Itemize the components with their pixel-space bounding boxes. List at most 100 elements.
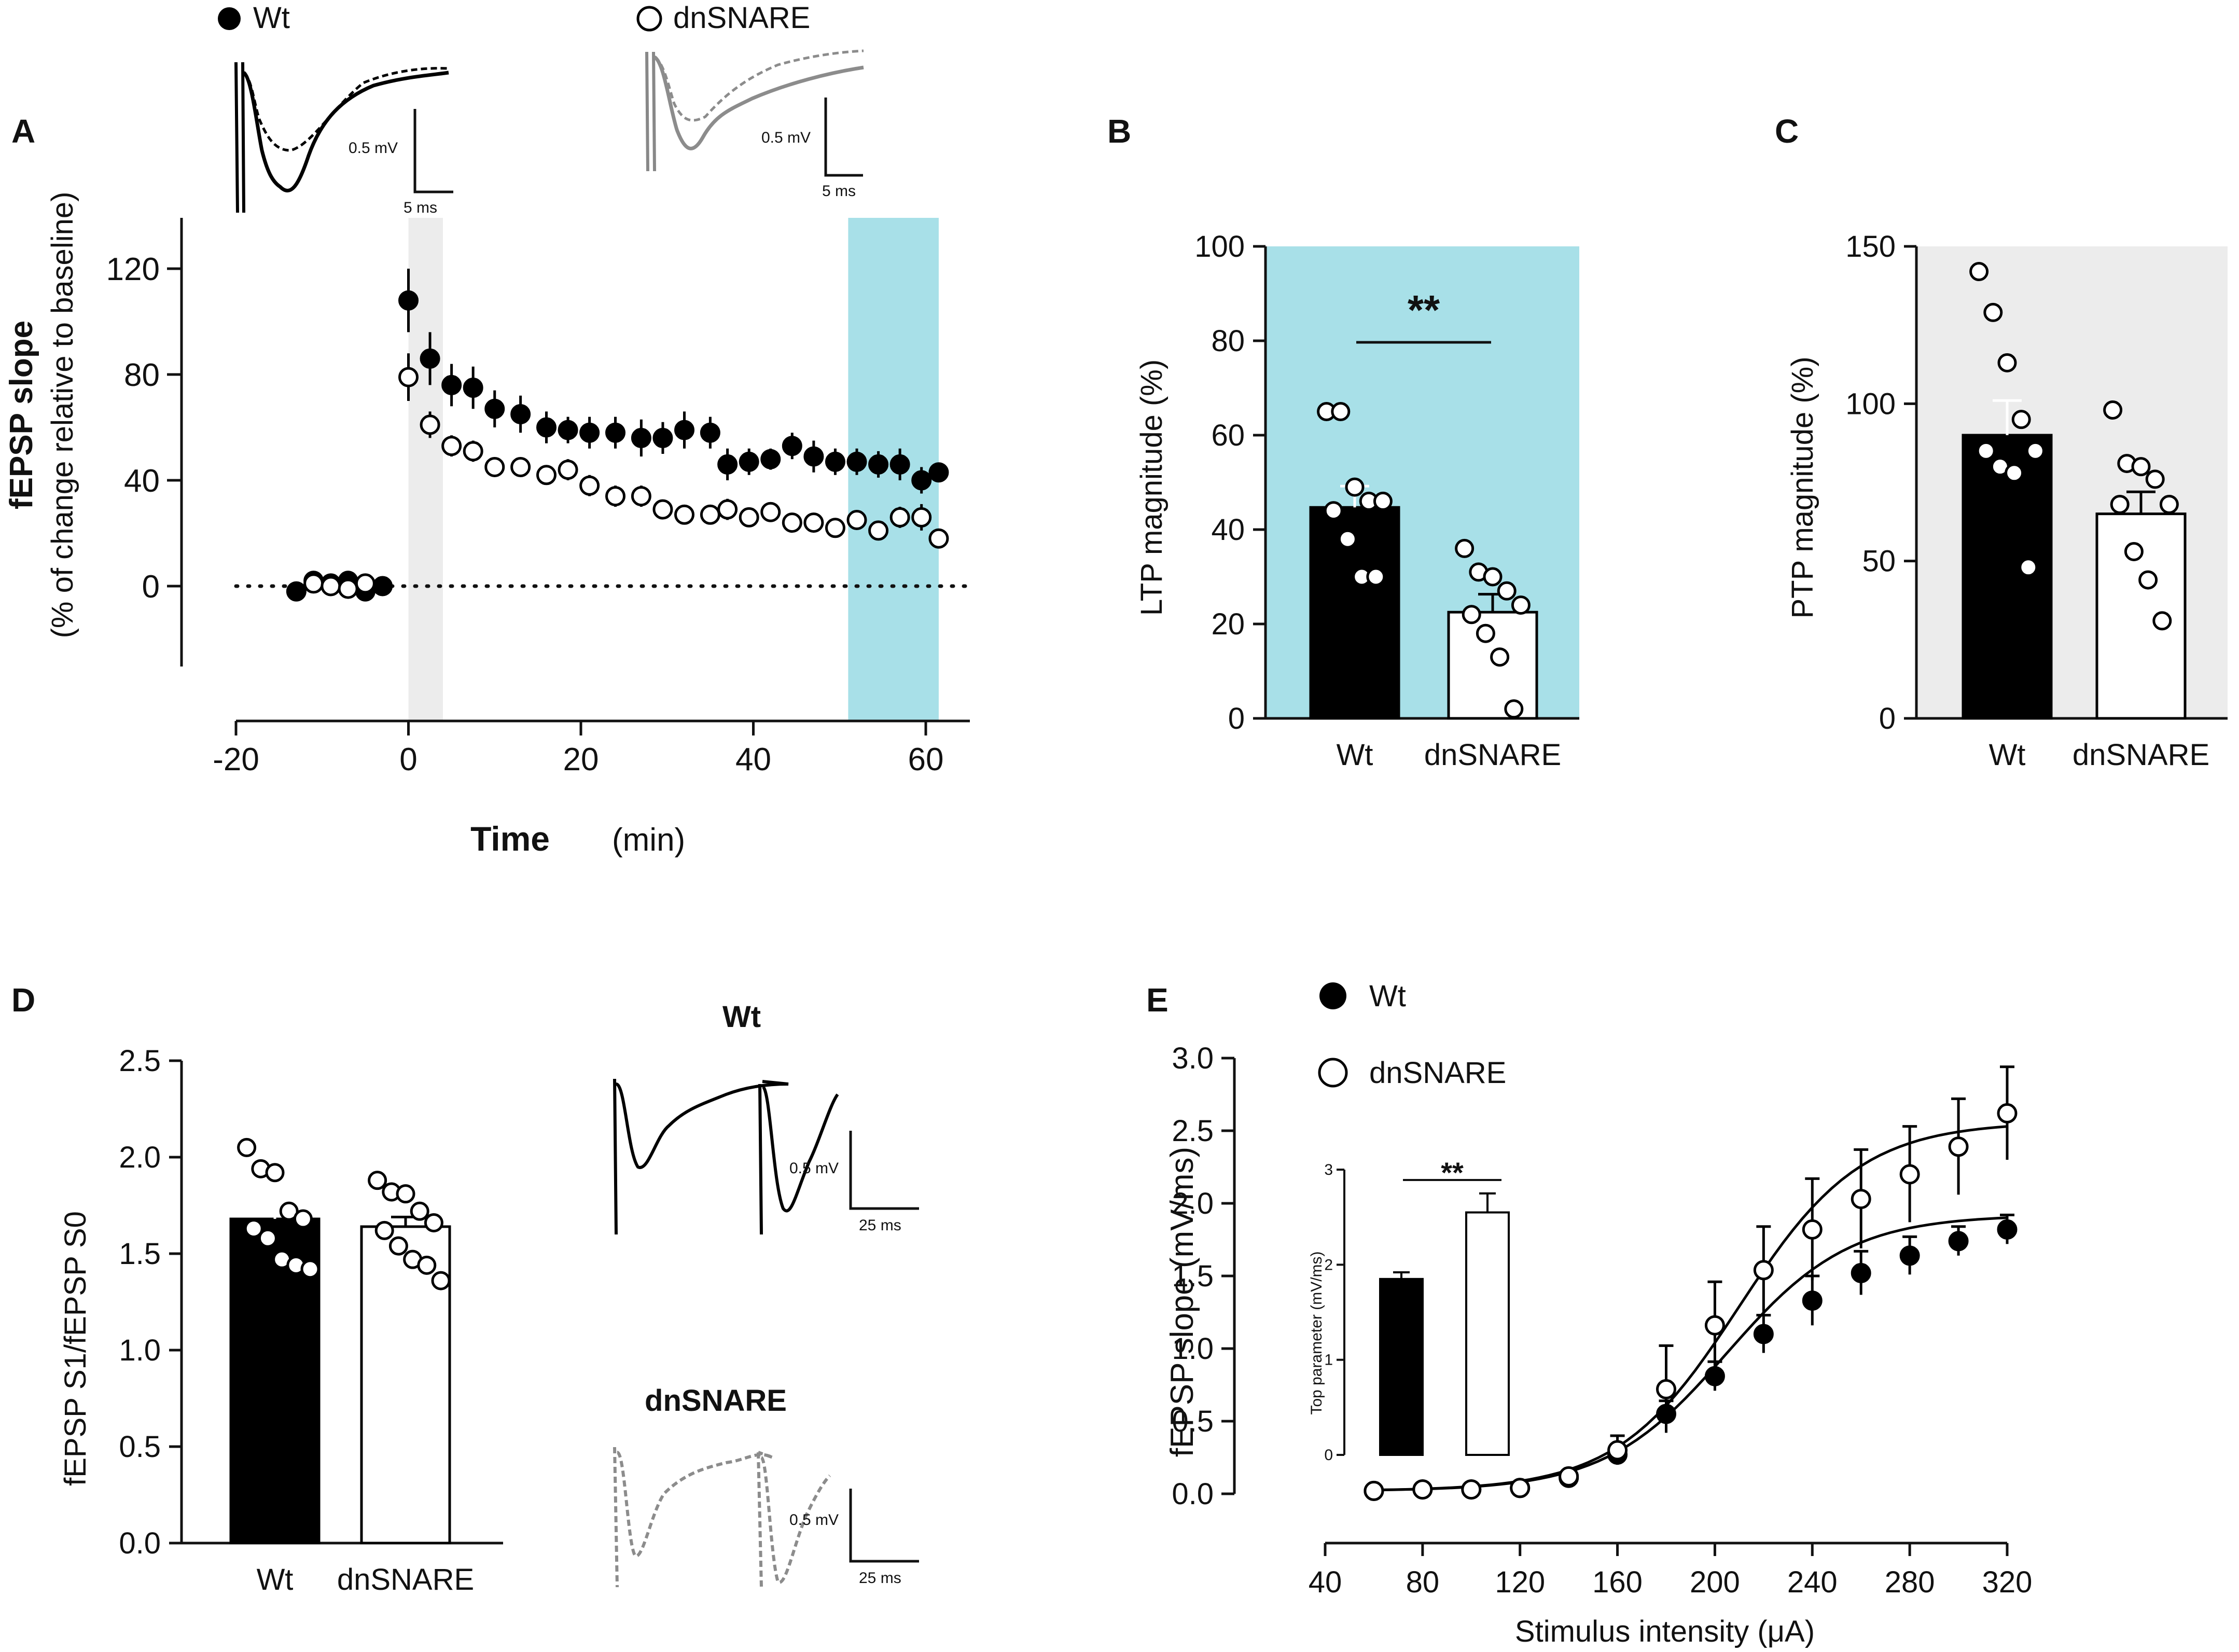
individual-point xyxy=(258,1228,277,1248)
individual-point xyxy=(2005,463,2024,483)
data-point-dnsnare xyxy=(846,510,867,530)
inset-bar-dnsnare xyxy=(1465,1211,1510,1456)
individual-point xyxy=(1497,581,1517,601)
individual-point xyxy=(244,1219,263,1239)
y-tick-label: 0 xyxy=(142,569,160,605)
panel-e-legend-wt-label: Wt xyxy=(1369,979,1406,1013)
data-point-dnsnare xyxy=(1851,1189,1871,1210)
dn-stim-artifact xyxy=(645,51,656,172)
x-tick-label: 320 xyxy=(1982,1565,2033,1599)
chart-b: 0 20 40 60 80 100 Wt dnSNARE xyxy=(1194,230,1579,772)
y-tick-label: 60 xyxy=(1211,419,1245,452)
panel-a-ylabel-bold: fEPSP slope xyxy=(4,321,39,509)
panel-b-letter: B xyxy=(1107,113,1131,150)
data-point-dnsnare xyxy=(1704,1315,1725,1336)
individual-point xyxy=(2025,441,2045,461)
wt-trace-group: 0.5 mV 5 ms xyxy=(234,62,453,216)
dn-trace-mv: 0.5 mV xyxy=(761,129,811,146)
data-point-dnsnare xyxy=(1559,1466,1579,1487)
data-point-dnsnare xyxy=(303,573,324,594)
individual-point xyxy=(410,1201,429,1221)
panel-c-letter: C xyxy=(1775,113,1799,150)
wt-stim-artifact xyxy=(234,62,245,213)
individual-point xyxy=(1373,491,1393,511)
y-tick-label: 0 xyxy=(1228,702,1245,735)
data-point-wt xyxy=(739,451,759,472)
data-point-wt xyxy=(484,398,505,419)
x-tick-label: 60 xyxy=(908,742,944,778)
x-tick-label: 120 xyxy=(1495,1565,1545,1599)
inset-y-tick-label: 1 xyxy=(1324,1352,1333,1369)
bar-dnsnare xyxy=(2095,512,2187,720)
individual-point xyxy=(1997,353,2017,372)
panel-a-letter: A xyxy=(11,113,35,150)
data-point-wt xyxy=(463,378,483,398)
data-point-wt xyxy=(398,290,419,311)
data-point-dnsnare xyxy=(463,441,483,462)
wt-trace-ms: 5 ms xyxy=(404,199,437,216)
data-point-dnsnare xyxy=(1364,1480,1384,1501)
y-tick-label: 2.0 xyxy=(1172,1187,1214,1220)
data-point-dnsnare xyxy=(674,504,694,525)
individual-point xyxy=(388,1236,408,1256)
inset-bar-wt xyxy=(1379,1278,1424,1456)
data-point-dnsnare xyxy=(631,486,651,507)
individual-point xyxy=(1476,623,1495,643)
data-point-wt xyxy=(717,454,738,475)
y-tick-label: 1.0 xyxy=(1172,1332,1214,1366)
individual-point xyxy=(1455,538,1475,558)
individual-point xyxy=(368,1171,387,1190)
bar-dnsnare xyxy=(360,1225,451,1545)
data-point-wt xyxy=(1997,1219,2018,1240)
x-category-label: Wt xyxy=(1989,738,2026,772)
data-point-dnsnare xyxy=(717,499,738,520)
y-tick-label: 3.0 xyxy=(1172,1042,1214,1075)
data-point-dnsnare xyxy=(484,457,505,477)
panel-a-ylabel-sub: (% of change relative to baseline) xyxy=(46,192,79,638)
data-point-dnsnare xyxy=(1997,1103,2018,1123)
data-point-wt xyxy=(674,420,694,440)
individual-point xyxy=(2131,457,2151,477)
y-tick-label: 20 xyxy=(1211,607,1245,641)
y-tick-label: 0.5 xyxy=(119,1430,161,1464)
individual-point xyxy=(265,1163,285,1183)
individual-point xyxy=(2124,542,2144,561)
data-point-dnsnare xyxy=(355,573,376,594)
panel-e: E Wt dnSNARE 0.00.51.01.52.02.53.040 80 12… xyxy=(1146,979,2032,1648)
chart-a: 0 40 80 120 -20 0 20 40 60 xyxy=(106,218,972,778)
y-tick-label: 1.0 xyxy=(119,1334,161,1367)
y-tick-label: 50 xyxy=(1862,545,1896,578)
individual-point xyxy=(1976,441,1996,461)
individual-point xyxy=(374,1220,394,1240)
y-tick-label: 0.0 xyxy=(119,1526,161,1560)
data-point-dnsnare xyxy=(1607,1440,1628,1461)
individual-point xyxy=(1504,699,1524,719)
panel-b: B 0 20 40 60 80 100 Wt dnSNARE LTP magnitude (%… xyxy=(1107,113,1579,772)
data-point-dnsnare xyxy=(868,520,889,541)
y-tick-label: 2.5 xyxy=(119,1044,161,1078)
data-point-wt xyxy=(558,420,578,440)
data-point-wt xyxy=(825,451,845,472)
data-point-dnsnare xyxy=(1412,1479,1433,1500)
data-point-dnsnare xyxy=(321,576,341,596)
data-point-wt xyxy=(782,436,802,456)
data-point-wt xyxy=(420,348,440,369)
x-category-label: dnSNARE xyxy=(2073,738,2209,772)
x-tick-label: 280 xyxy=(1885,1565,1935,1599)
y-tick-label: 80 xyxy=(1211,324,1245,358)
y-tick-label: 100 xyxy=(1194,230,1245,263)
wt-trace-after xyxy=(242,71,449,192)
individual-point xyxy=(1511,595,1531,615)
panel-b-significance: ** xyxy=(1408,287,1440,333)
dn-trace-ms: 5 ms xyxy=(822,183,856,200)
individual-point xyxy=(396,1184,415,1204)
y-tick-label: 100 xyxy=(1845,387,1896,421)
individual-point xyxy=(1483,567,1503,587)
individual-point xyxy=(1345,477,1365,497)
data-point-wt xyxy=(1899,1245,1920,1266)
chart-e: 0.00.51.01.52.02.53.040 80 120 160 200 240 280… xyxy=(1172,1042,2032,1599)
panel-e-letter: E xyxy=(1146,981,1169,1019)
data-point-wt xyxy=(1948,1231,1969,1252)
individual-point xyxy=(1338,529,1357,549)
